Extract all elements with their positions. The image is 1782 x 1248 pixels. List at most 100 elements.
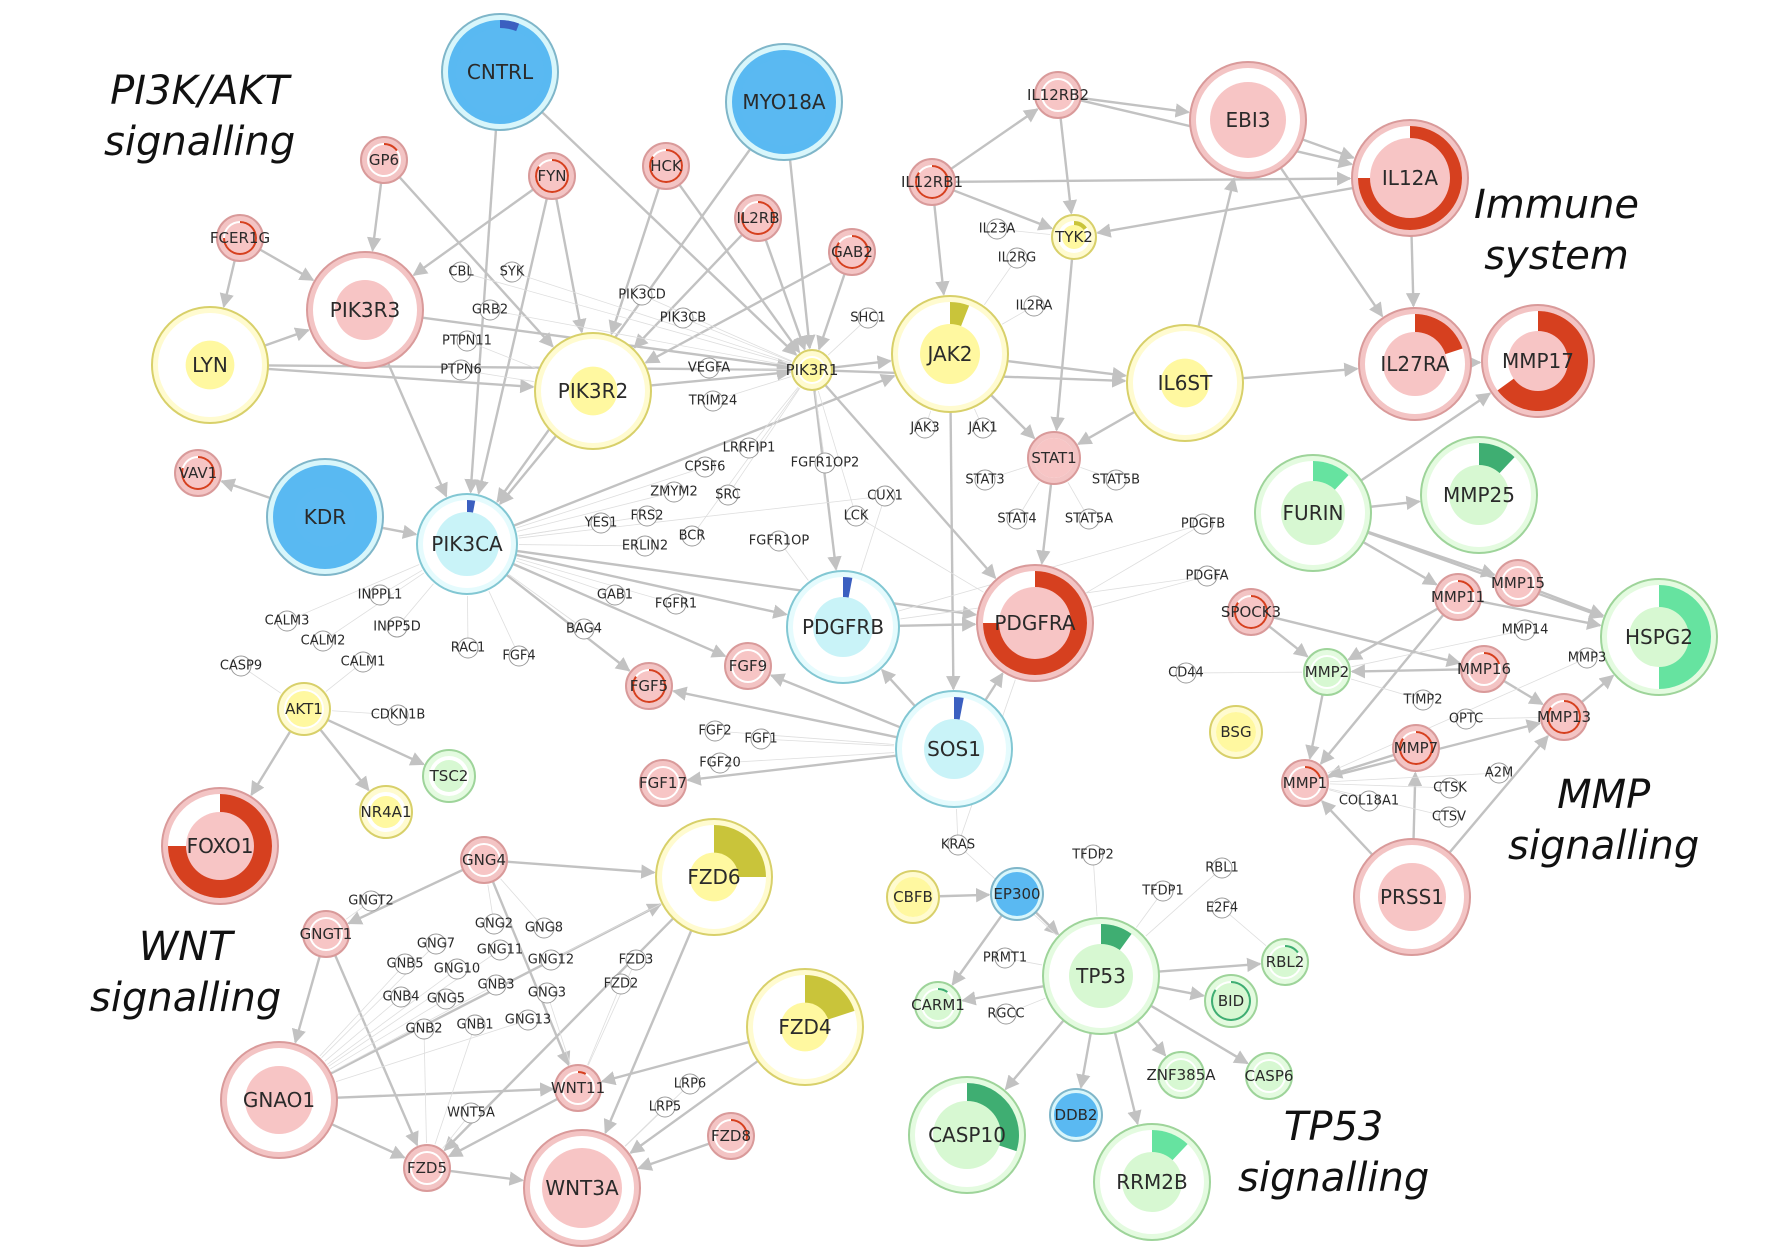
node-gng11[interactable]: GNG11 — [477, 939, 523, 961]
node-stat4[interactable]: STAT4 — [997, 508, 1037, 530]
node-calm2[interactable]: CALM2 — [301, 630, 346, 652]
node-fzd8[interactable]: FZD8 — [707, 1112, 755, 1160]
node-pdgfrb[interactable]: PDGFRB — [786, 570, 900, 684]
node-casp6[interactable]: CASP6 — [1245, 1052, 1294, 1100]
node-fgf5[interactable]: FGF5 — [625, 662, 673, 710]
node-inpp5d[interactable]: INPP5D — [373, 616, 421, 638]
node-pik3r2[interactable]: PIK3R2 — [534, 332, 652, 450]
node-ctsv[interactable]: CTSV — [1432, 806, 1466, 828]
node-bcr[interactable]: BCR — [679, 525, 706, 547]
node-gng4[interactable]: GNG4 — [460, 836, 508, 884]
node-vav1[interactable]: VAV1 — [174, 449, 222, 497]
node-ddb2[interactable]: DDB2 — [1049, 1088, 1103, 1142]
node-mmp14[interactable]: MMP14 — [1502, 619, 1549, 641]
node-wnt3a[interactable]: WNT3A — [523, 1129, 641, 1247]
node-fcer1g[interactable]: FCER1G — [210, 214, 270, 262]
node-hck[interactable]: HCK — [642, 142, 690, 190]
node-lrrfip1[interactable]: LRRFIP1 — [723, 437, 776, 459]
node-pik3cb[interactable]: PIK3CB — [660, 307, 706, 329]
node-mmp16[interactable]: MMP16 — [1457, 645, 1511, 693]
node-gng10[interactable]: GNG10 — [434, 958, 480, 980]
node-rbl1[interactable]: RBL1 — [1205, 857, 1239, 879]
node-mmp1[interactable]: MMP1 — [1281, 759, 1329, 807]
node-mmp7[interactable]: MMP7 — [1392, 724, 1440, 772]
node-ep300[interactable]: EP300 — [990, 867, 1044, 921]
node-fyn[interactable]: FYN — [528, 152, 576, 200]
node-bid[interactable]: BID — [1204, 974, 1258, 1028]
node-tyk2[interactable]: TYK2 — [1051, 214, 1097, 260]
node-calm1[interactable]: CALM1 — [341, 651, 386, 673]
node-cpsf6[interactable]: CPSF6 — [685, 456, 726, 478]
node-cbl[interactable]: CBL — [448, 261, 474, 283]
node-prmt1[interactable]: PRMT1 — [983, 947, 1027, 969]
node-il6st[interactable]: IL6ST — [1126, 324, 1244, 442]
node-vegfa[interactable]: VEGFA — [688, 357, 730, 379]
node-gngt1[interactable]: GNGT1 — [300, 910, 353, 958]
node-fzd2[interactable]: FZD2 — [604, 973, 639, 995]
node-pik3r1[interactable]: PIK3R1 — [786, 349, 839, 391]
node-cntrl[interactable]: CNTRL — [441, 13, 559, 131]
node-stat5a[interactable]: STAT5A — [1065, 508, 1113, 530]
node-gab1[interactable]: GAB1 — [597, 584, 633, 606]
node-il2rg[interactable]: IL2RG — [998, 247, 1036, 269]
node-fzd4[interactable]: FZD4 — [746, 968, 864, 1086]
node-gng7[interactable]: GNG7 — [417, 933, 455, 955]
node-gng2[interactable]: GNG2 — [475, 913, 513, 935]
node-tp53[interactable]: TP53 — [1042, 917, 1160, 1035]
node-gng8[interactable]: GNG8 — [525, 917, 563, 939]
node-stat3[interactable]: STAT3 — [965, 469, 1005, 491]
node-a2m[interactable]: A2M — [1485, 762, 1513, 784]
node-foxo1[interactable]: FOXO1 — [161, 787, 279, 905]
node-jak2[interactable]: JAK2 — [891, 295, 1009, 413]
node-fgf17[interactable]: FGF17 — [639, 759, 687, 807]
node-akt1[interactable]: AKT1 — [277, 682, 331, 736]
node-gab2[interactable]: GAB2 — [828, 228, 876, 276]
node-gnb3[interactable]: GNB3 — [478, 974, 515, 996]
node-pdgfb[interactable]: PDGFB — [1181, 513, 1225, 535]
node-kdr[interactable]: KDR — [266, 458, 384, 576]
node-lrp6[interactable]: LRP6 — [674, 1073, 706, 1095]
node-gnb4[interactable]: GNB4 — [383, 986, 420, 1008]
node-e2f4[interactable]: E2F4 — [1206, 897, 1238, 919]
node-lck[interactable]: LCK — [844, 505, 869, 527]
node-cbfb[interactable]: CBFB — [886, 870, 940, 924]
node-ptpn11[interactable]: PTPN11 — [442, 330, 492, 352]
node-wnt11[interactable]: WNT11 — [551, 1064, 605, 1112]
node-bsg[interactable]: BSG — [1209, 705, 1263, 759]
node-fzd5[interactable]: FZD5 — [403, 1144, 451, 1192]
node-fgf4[interactable]: FGF4 — [502, 645, 536, 667]
node-ebi3[interactable]: EBI3 — [1189, 61, 1307, 179]
node-pdgfa[interactable]: PDGFA — [1185, 565, 1229, 587]
node-il12rb2[interactable]: IL12RB2 — [1027, 71, 1089, 119]
node-trim24[interactable]: TRIM24 — [688, 390, 738, 412]
node-fgfr1[interactable]: FGFR1 — [655, 593, 697, 615]
node-inppl1[interactable]: INPPL1 — [358, 584, 403, 606]
node-znf385a[interactable]: ZNF385A — [1146, 1051, 1216, 1099]
node-col18a1[interactable]: COL18A1 — [1339, 790, 1399, 812]
node-mmp17[interactable]: MMP17 — [1481, 304, 1595, 418]
node-mmp25[interactable]: MMP25 — [1420, 436, 1538, 554]
node-gnb1[interactable]: GNB1 — [457, 1014, 494, 1036]
node-prss1[interactable]: PRSS1 — [1353, 838, 1471, 956]
node-rgcc[interactable]: RGCC — [987, 1003, 1025, 1025]
node-mmp2[interactable]: MMP2 — [1303, 648, 1351, 696]
node-hspg2[interactable]: HSPG2 — [1600, 578, 1718, 696]
node-fgfr1op2[interactable]: FGFR1OP2 — [791, 452, 860, 474]
node-cdkn1b[interactable]: CDKN1B — [371, 704, 426, 726]
node-kras[interactable]: KRAS — [941, 834, 975, 856]
node-src[interactable]: SRC — [715, 484, 741, 506]
node-il23a[interactable]: IL23A — [979, 218, 1016, 240]
node-mmp13[interactable]: MMP13 — [1537, 693, 1591, 741]
node-rbl2[interactable]: RBL2 — [1261, 938, 1309, 986]
node-optc[interactable]: OPTC — [1449, 708, 1483, 730]
node-fgfr1op[interactable]: FGFR1OP — [749, 530, 810, 552]
node-tsc2[interactable]: TSC2 — [422, 749, 476, 803]
node-wnt5a[interactable]: WNT5A — [447, 1102, 495, 1124]
node-rrm2b[interactable]: RRM2B — [1093, 1123, 1211, 1241]
node-gng3[interactable]: GNG3 — [528, 982, 566, 1004]
node-pdgfra[interactable]: PDGFRA — [976, 564, 1094, 682]
node-tfdp1[interactable]: TFDP1 — [1141, 880, 1184, 902]
node-spock3[interactable]: SPOCK3 — [1221, 588, 1281, 636]
node-myo18a[interactable]: MYO18A — [725, 43, 843, 161]
node-fzd3[interactable]: FZD3 — [619, 949, 654, 971]
